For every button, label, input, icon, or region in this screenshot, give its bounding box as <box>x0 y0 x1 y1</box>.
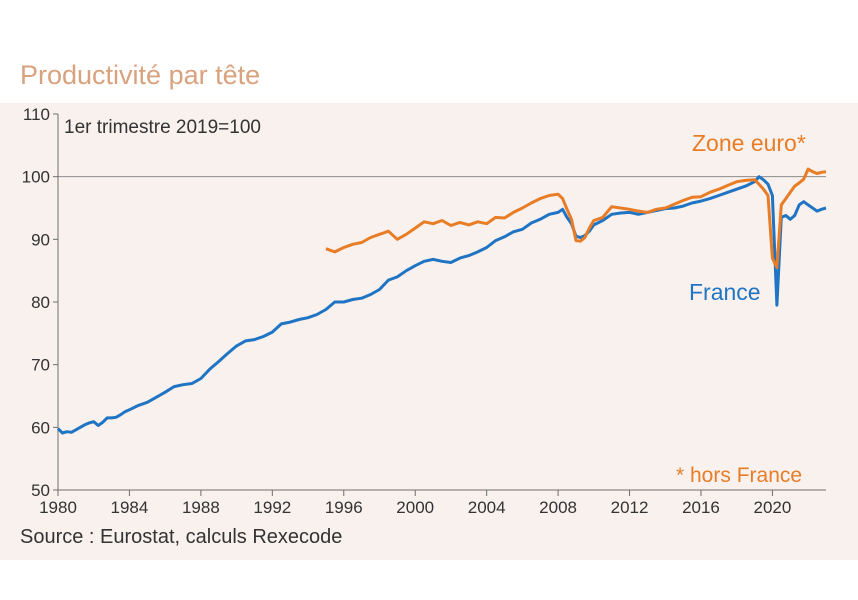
x-tick-label: 1980 <box>39 498 77 517</box>
series-line-france <box>56 175 827 435</box>
x-tick-label: 2016 <box>682 498 720 517</box>
y-tick-label: 110 <box>23 105 50 124</box>
x-tick-label: 2004 <box>468 498 506 517</box>
y-tick-label: 50 <box>31 481 50 500</box>
series-line-zone-euro <box>325 167 827 269</box>
x-tick-label: 2020 <box>754 498 792 517</box>
x-tick-label: 2008 <box>539 498 577 517</box>
series-label-france: France <box>689 279 761 305</box>
y-tick-label: 100 <box>22 168 50 187</box>
y-tick-label: 80 <box>31 293 50 312</box>
source-note: Source : Eurostat, calculs Rexecode <box>20 526 342 548</box>
y-tick-group: 50 60 70 80 90 100 110 <box>22 105 58 500</box>
x-tick-group: 1980 1984 1988 1992 1996 2000 2004 2008 2012 2016… <box>39 490 791 517</box>
footnote-hors-france: * hors France <box>676 464 802 487</box>
chart-subtitle: 1er trimestre 2019=100 <box>64 117 261 138</box>
x-tick-label: 1984 <box>111 498 149 517</box>
chart-background <box>0 103 858 560</box>
chart-title: Productivité par tête <box>20 60 260 90</box>
series-label-zone-euro: Zone euro* <box>692 130 806 156</box>
x-tick-label: 1992 <box>253 498 291 517</box>
x-tick-label: 2012 <box>611 498 649 517</box>
x-tick-label: 1988 <box>182 498 220 517</box>
x-tick-label: 1996 <box>325 498 363 517</box>
y-tick-label: 90 <box>31 230 50 249</box>
x-tick-label: 2000 <box>396 498 434 517</box>
y-tick-label: 60 <box>31 418 50 437</box>
y-tick-label: 70 <box>31 356 50 375</box>
